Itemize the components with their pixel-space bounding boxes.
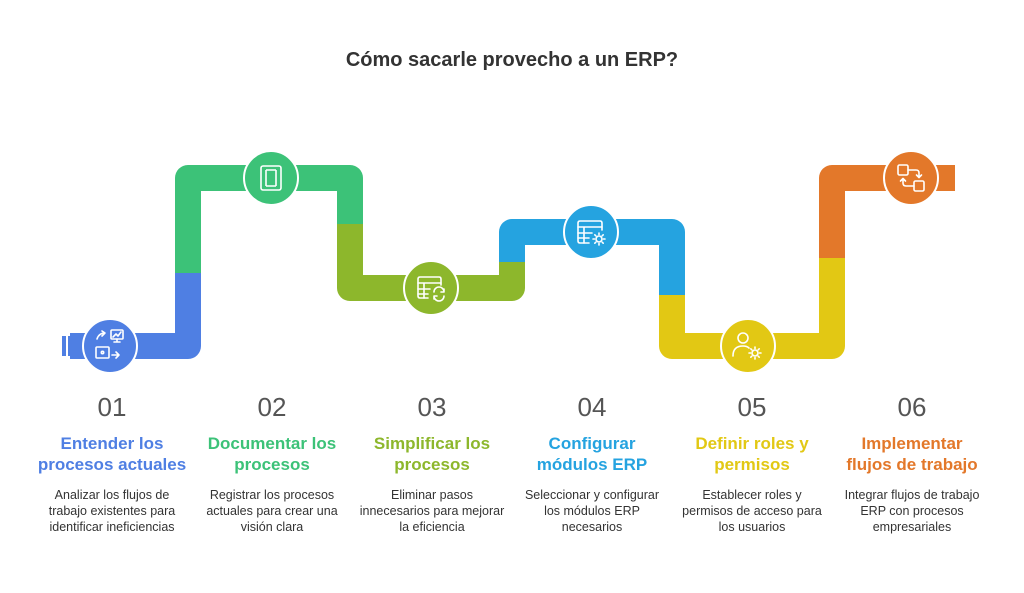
step-description: Integrar flujos de trabajo ERP con proce… <box>844 488 980 534</box>
step-number: 03 <box>417 392 447 422</box>
table-refresh-icon <box>403 260 459 316</box>
step-2: 02 Documentar los procesos Registrar los… <box>197 392 347 535</box>
step-title: Entender los procesos actuales <box>37 434 187 474</box>
step-title: Documentar los procesos <box>207 434 337 474</box>
document-pages-icon <box>243 150 299 206</box>
diagram-title: Cómo sacarle provecho a un ERP? <box>345 49 679 71</box>
step-title: Implementar flujos de trabajo <box>846 434 978 474</box>
workflow-analysis-icon <box>82 318 138 374</box>
step-title: Simplificar los procesos <box>373 434 491 474</box>
table-settings-icon <box>563 204 619 260</box>
step-number: 05 <box>737 392 767 422</box>
step-number: 06 <box>897 392 927 422</box>
flow-connect-icon <box>883 150 939 206</box>
step-description: Establecer roles y permisos de acceso pa… <box>682 488 822 534</box>
step-title: Definir roles y permisos <box>695 434 809 474</box>
step-5: 05 Definir roles y permisos Establecer r… <box>677 392 827 535</box>
step-title: Configurar módulos ERP <box>536 434 648 474</box>
step-description: Registrar los procesos actuales para cre… <box>206 488 338 534</box>
step-number: 01 <box>97 392 127 422</box>
step-3: 03 Simplificar los procesos Eliminar pas… <box>357 392 507 535</box>
step-description: Analizar los flujos de trabajo existente… <box>48 488 176 534</box>
user-settings-icon <box>720 318 776 374</box>
step-number: 04 <box>577 392 607 422</box>
step-number: 02 <box>257 392 287 422</box>
step-6: 06 Implementar flujos de trabajo Integra… <box>837 392 987 535</box>
step-description: Eliminar pasos innecesarios para mejorar… <box>359 488 505 534</box>
step-4: 04 Configurar módulos ERP Seleccionar y … <box>517 392 667 535</box>
step-description: Seleccionar y configurar los módulos ERP… <box>524 488 660 534</box>
step-1: 01 Entender los procesos actuales Analiz… <box>37 392 187 535</box>
